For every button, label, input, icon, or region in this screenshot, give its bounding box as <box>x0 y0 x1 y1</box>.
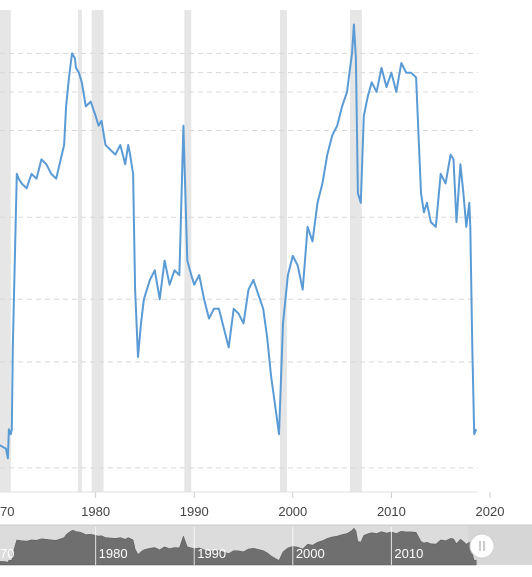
series-line <box>0 23 478 460</box>
x-tick-label: 2000 <box>278 504 307 519</box>
navigator-tick-label: 1980 <box>99 546 128 561</box>
x-tick-label: 1990 <box>180 504 209 519</box>
navigator-tick-label: 2010 <box>394 546 423 561</box>
grid-lines <box>0 52 478 469</box>
recession-band <box>0 10 11 492</box>
navigator-area-series <box>0 527 477 566</box>
x-tick-label: 70 <box>0 504 14 519</box>
x-tick-label: 2020 <box>476 504 505 519</box>
navigator-ticks: 70 1980 1990 2000 2010 <box>0 527 423 565</box>
x-tick-label: 2010 <box>377 504 406 519</box>
navigator-handle-circle[interactable] <box>469 533 495 559</box>
series-layer <box>0 23 478 460</box>
recession-band <box>280 10 287 492</box>
recession-band <box>91 10 104 492</box>
navigator-tick-label: 1990 <box>197 546 226 561</box>
navigator-tick-label: 70 <box>0 546 14 561</box>
recession-band <box>350 10 362 492</box>
recession-band <box>77 10 82 492</box>
navigator-tick-label: 2000 <box>296 546 325 561</box>
navigator-handle[interactable] <box>469 533 495 559</box>
x-tick-label: 1980 <box>81 504 110 519</box>
range-navigator[interactable]: 70 1980 1990 2000 2010 <box>0 524 532 566</box>
x-axis-ticks: 70 1980 1990 2000 2010 2020 <box>0 491 505 519</box>
